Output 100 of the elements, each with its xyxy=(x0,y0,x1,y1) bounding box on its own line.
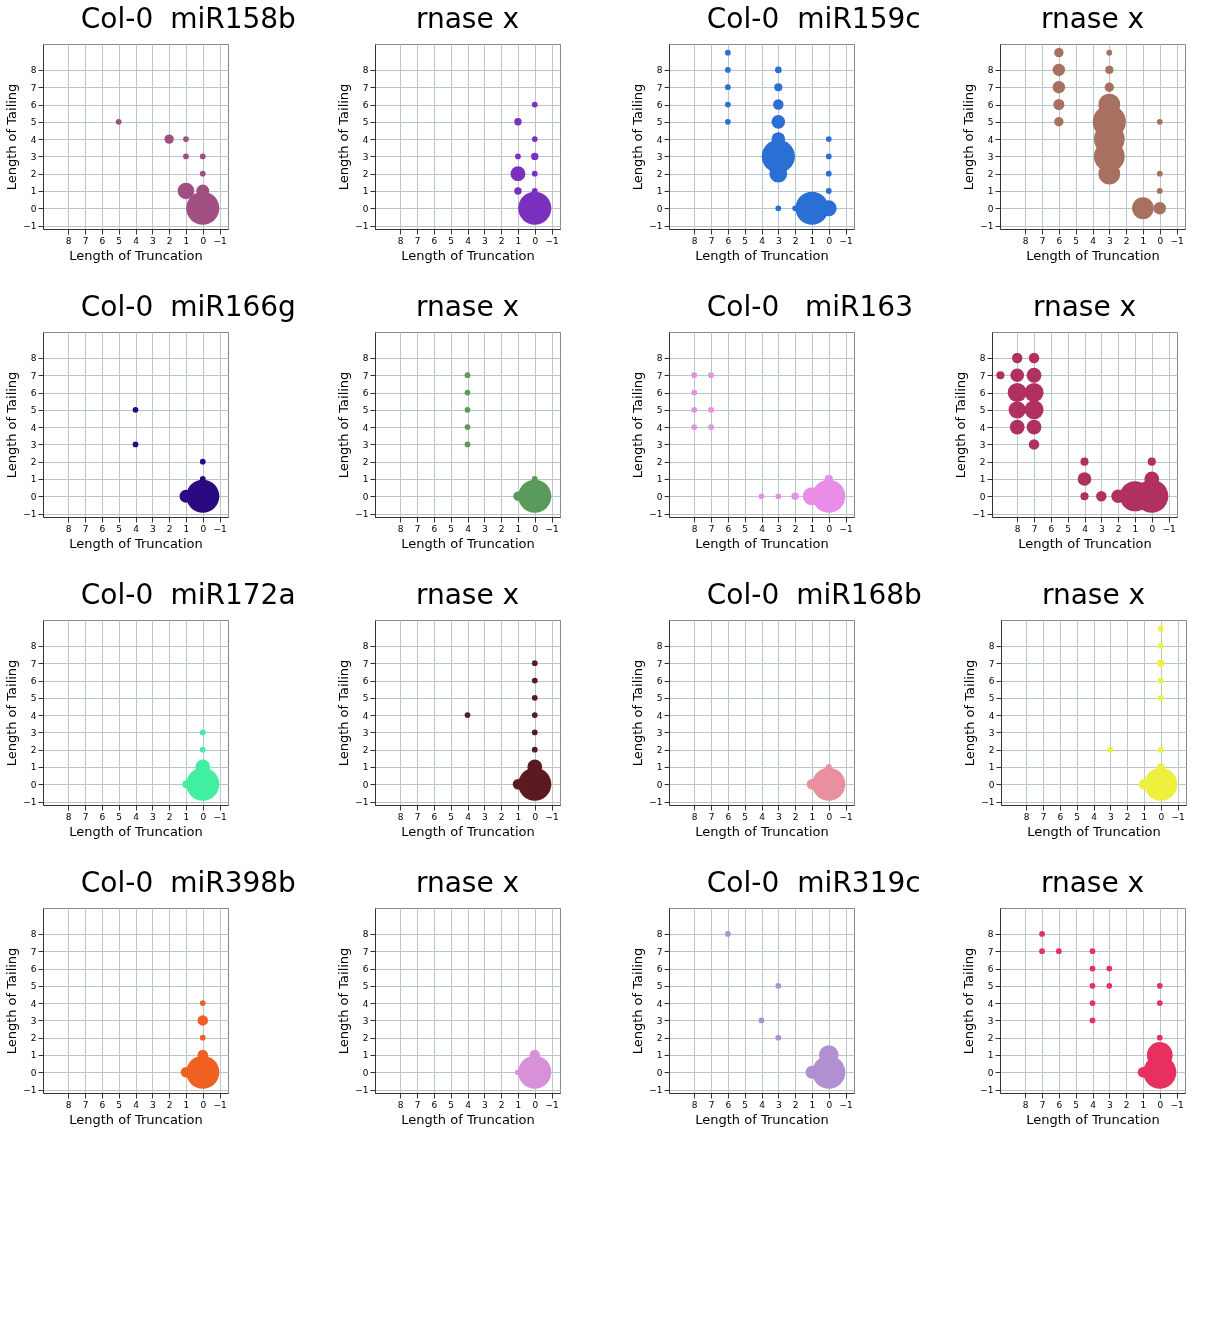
x-tick-label: 6 xyxy=(99,1099,106,1110)
x-tick-label: 4 xyxy=(1090,1099,1097,1110)
x-tick-label: 8 xyxy=(691,235,698,246)
chart-subtitle: miR159c xyxy=(797,2,921,35)
x-tick-label: −1 xyxy=(545,811,559,822)
x-axis-title: Length of Truncation xyxy=(695,823,829,839)
x-tick-label: 4 xyxy=(759,523,766,534)
x-tick-label: −1 xyxy=(839,523,853,534)
x-tick-label: −1 xyxy=(1171,811,1185,822)
x-tick-label: 4 xyxy=(759,235,766,246)
x-tick-label: 7 xyxy=(414,235,421,246)
y-tick-label: 7 xyxy=(979,370,986,381)
x-tick-label: 7 xyxy=(1039,1099,1046,1110)
y-tick-label: 4 xyxy=(30,710,37,721)
y-tick-label: 3 xyxy=(656,439,663,450)
y-tick-label: 5 xyxy=(979,405,986,416)
y-axis-title: Length of Tailing xyxy=(962,659,978,767)
y-tick-label: 5 xyxy=(362,981,369,992)
y-tick-label: 6 xyxy=(362,676,369,687)
chart-title: Col-0 xyxy=(706,2,780,35)
x-tick-label: 5 xyxy=(1065,523,1072,534)
y-tick-label: 8 xyxy=(362,65,369,76)
y-tick-label: 6 xyxy=(656,388,663,399)
y-tick-label: 6 xyxy=(987,100,994,111)
x-tick-label: −1 xyxy=(213,811,227,822)
y-axis-title: Length of Tailing xyxy=(336,659,352,767)
x-tick-label: 5 xyxy=(116,523,123,534)
y-tick-label: −1 xyxy=(980,1085,994,1096)
x-tick-label: 4 xyxy=(133,235,140,246)
x-tick-label: 0 xyxy=(532,235,539,246)
x-tick-label: 6 xyxy=(725,235,732,246)
y-tick-label: 0 xyxy=(30,491,37,502)
x-tick-label: 8 xyxy=(691,1099,698,1110)
y-tick-label: 0 xyxy=(987,1067,994,1078)
chart-title: Col-0 xyxy=(80,2,154,35)
x-tick-label: 8 xyxy=(397,811,404,822)
x-tick-label: 1 xyxy=(809,811,816,822)
y-tick-label: 3 xyxy=(987,151,994,162)
y-tick-label: 0 xyxy=(30,779,37,790)
x-tick-label: 2 xyxy=(792,523,799,534)
x-axis-title: Length of Truncation xyxy=(1018,535,1152,551)
x-tick-label: 3 xyxy=(1098,523,1105,534)
y-tick-label: 8 xyxy=(656,641,663,652)
y-axis-title: Length of Tailing xyxy=(961,83,977,191)
y-tick-label: 1 xyxy=(30,1050,37,1061)
chart-title: rnase x xyxy=(1041,578,1146,611)
y-tick-label: −1 xyxy=(355,221,369,232)
y-axis-title: Length of Tailing xyxy=(961,947,977,1055)
x-tick-label: 1 xyxy=(183,1099,190,1110)
y-tick-label: 6 xyxy=(30,100,37,111)
x-tick-label: 8 xyxy=(691,523,698,534)
y-tick-label: 0 xyxy=(979,491,986,502)
y-tick-label: 8 xyxy=(987,929,994,940)
x-tick-label: 6 xyxy=(431,811,438,822)
y-tick-label: 1 xyxy=(30,474,37,485)
y-tick-label: 2 xyxy=(30,169,37,180)
x-tick-label: 2 xyxy=(166,523,173,534)
y-tick-label: 5 xyxy=(30,117,37,128)
x-tick-label: 6 xyxy=(725,811,732,822)
x-tick-label: 6 xyxy=(99,235,106,246)
x-tick-label: 0 xyxy=(826,523,833,534)
y-tick-label: 1 xyxy=(30,762,37,773)
y-tick-label: −1 xyxy=(649,221,663,232)
chart-title: Col-0 xyxy=(80,290,154,323)
x-axis-title: Length of Truncation xyxy=(401,535,535,551)
chart-title: rnase x xyxy=(415,578,520,611)
y-tick-label: 4 xyxy=(656,998,663,1009)
chart-title: rnase x xyxy=(415,2,520,35)
y-tick-label: 6 xyxy=(362,964,369,975)
x-tick-label: −1 xyxy=(213,523,227,534)
y-tick-label: −1 xyxy=(649,509,663,520)
x-tick-label: 7 xyxy=(708,235,715,246)
x-tick-label: 2 xyxy=(792,235,799,246)
x-tick-label: 5 xyxy=(448,811,455,822)
chart-title: Col-0 xyxy=(706,866,780,899)
y-tick-label: 8 xyxy=(362,353,369,364)
y-tick-label: 0 xyxy=(656,779,663,790)
y-tick-label: −1 xyxy=(355,1085,369,1096)
y-tick-label: 8 xyxy=(30,353,37,364)
x-axis-title: Length of Truncation xyxy=(401,1111,535,1127)
y-tick-label: 4 xyxy=(656,710,663,721)
x-axis-title: Length of Truncation xyxy=(401,823,535,839)
x-tick-label: 5 xyxy=(448,1099,455,1110)
x-tick-label: 2 xyxy=(166,811,173,822)
y-axis-title: Length of Tailing xyxy=(336,947,352,1055)
y-tick-label: −1 xyxy=(981,797,995,808)
y-tick-label: 2 xyxy=(30,1033,37,1044)
x-tick-label: 8 xyxy=(65,235,72,246)
x-axis-title: Length of Truncation xyxy=(69,823,203,839)
y-tick-label: 1 xyxy=(362,474,369,485)
y-tick-label: 2 xyxy=(988,745,995,756)
y-tick-label: −1 xyxy=(649,1085,663,1096)
y-tick-label: 5 xyxy=(656,981,663,992)
x-tick-label: −1 xyxy=(839,1099,853,1110)
x-tick-label: −1 xyxy=(1170,235,1184,246)
y-tick-label: 3 xyxy=(979,439,986,450)
y-tick-label: 4 xyxy=(656,422,663,433)
x-axis-title: Length of Truncation xyxy=(69,247,203,263)
x-tick-label: 5 xyxy=(742,811,749,822)
x-tick-label: 8 xyxy=(691,811,698,822)
